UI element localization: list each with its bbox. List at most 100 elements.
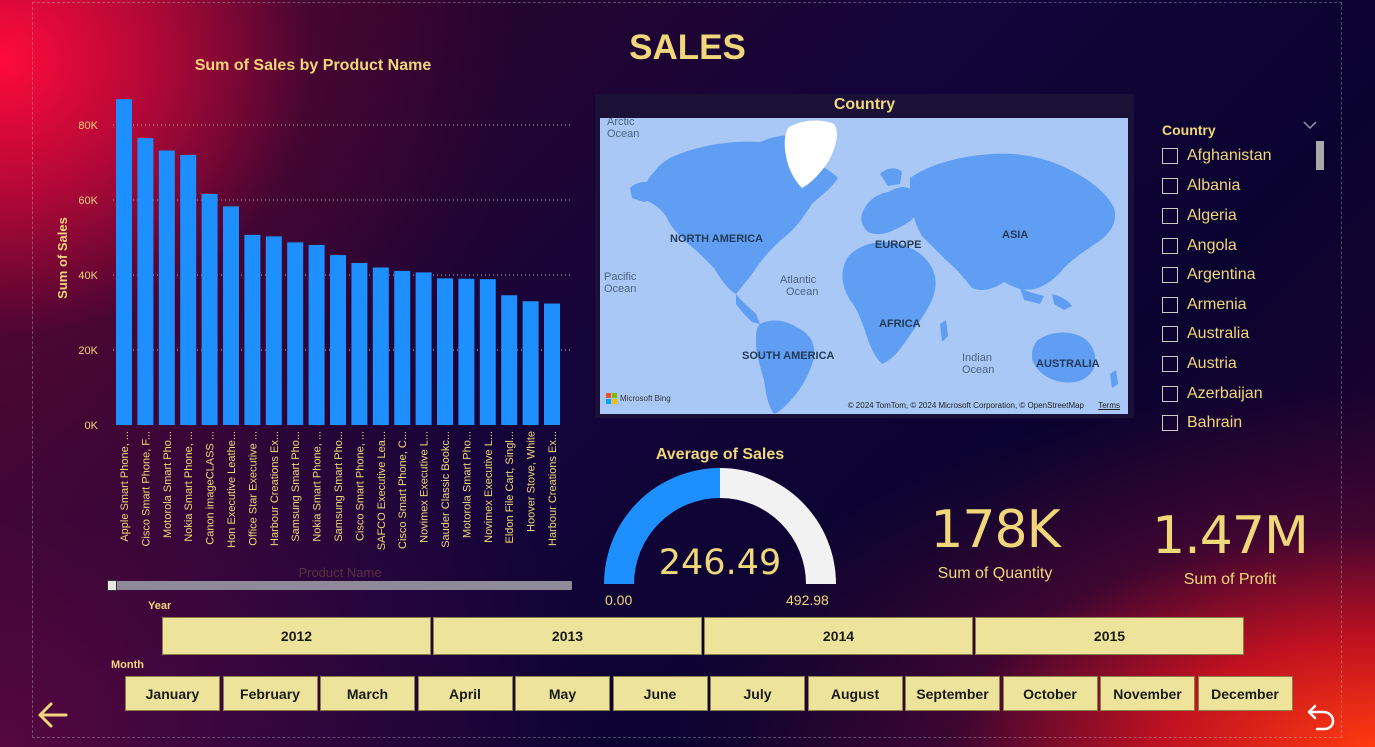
- average-sales-gauge[interactable]: [600, 466, 840, 588]
- bar[interactable]: [522, 301, 539, 425]
- bar[interactable]: [201, 194, 218, 425]
- country-slicer-item[interactable]: Albania: [1162, 176, 1240, 196]
- month-tile[interactable]: April: [417, 676, 513, 711]
- bar[interactable]: [287, 242, 304, 425]
- country-slicer-item[interactable]: Algeria: [1162, 206, 1237, 226]
- bar[interactable]: [458, 278, 475, 425]
- checkbox[interactable]: [1162, 356, 1178, 372]
- country-slicer-item[interactable]: Austria: [1162, 354, 1237, 374]
- bar[interactable]: [351, 263, 368, 425]
- bar[interactable]: [479, 279, 496, 425]
- x-tick-label: Motorola Smart Pho...: [162, 431, 174, 538]
- bar-chart-scrollbar[interactable]: [107, 581, 572, 590]
- checkbox[interactable]: [1162, 266, 1178, 283]
- map-label-pacific: Pacific: [604, 271, 637, 283]
- month-tile[interactable]: February: [222, 676, 318, 711]
- bar[interactable]: [330, 255, 346, 425]
- country-name: Albania: [1187, 176, 1241, 194]
- country-slicer-item[interactable]: Australia: [1162, 324, 1249, 344]
- bar[interactable]: [137, 138, 154, 425]
- country-slicer-scrollbar[interactable]: [1316, 141, 1324, 170]
- month-tile[interactable]: August: [807, 676, 903, 711]
- month-tile[interactable]: October: [1002, 676, 1098, 711]
- year-tile[interactable]: 2015: [975, 617, 1244, 655]
- bar[interactable]: [501, 295, 518, 425]
- map-label-arctic: Arctic: [607, 118, 635, 128]
- map-visual[interactable]: Country Arctic: [595, 94, 1134, 418]
- bar[interactable]: [158, 150, 175, 426]
- map-view[interactable]: Arctic Ocean NORTH AMERICA EUROPE ASIA P…: [600, 118, 1128, 414]
- country-slicer-item[interactable]: Azerbaijan: [1162, 384, 1263, 404]
- checkbox[interactable]: [1162, 237, 1178, 254]
- checkbox[interactable]: [1162, 296, 1178, 313]
- x-tick-label: Apple Smart Phone, ...: [119, 431, 131, 542]
- checkbox[interactable]: [1162, 385, 1178, 402]
- checkbox[interactable]: [1162, 207, 1178, 224]
- x-tick-label: Eldon File Cart, Singl...: [504, 431, 516, 544]
- x-tick-label: Nokia Smart Phone, ...: [312, 431, 324, 542]
- country-slicer-item[interactable]: Argentina: [1162, 265, 1256, 285]
- bar[interactable]: [437, 278, 453, 425]
- map-label-atlantic: Atlantic: [780, 274, 817, 286]
- bar-chart-title: Sum of Sales by Product Name: [194, 57, 432, 74]
- country-slicer-item[interactable]: Bahrain: [1162, 413, 1242, 433]
- bar-chart-scroll-handle[interactable]: [107, 580, 117, 591]
- map-attribution[interactable]: © 2024 TomTom, © 2024 Microsoft Corporat…: [847, 401, 1084, 410]
- undo-icon[interactable]: [1305, 700, 1337, 732]
- x-tick-label: Sauder Classic Bookc...: [440, 431, 452, 548]
- bar[interactable]: [372, 267, 389, 426]
- chevron-down-icon[interactable]: [1303, 120, 1317, 130]
- checkbox[interactable]: [1162, 148, 1178, 164]
- checkbox[interactable]: [1162, 325, 1178, 342]
- bar[interactable]: [116, 99, 132, 425]
- map-terms-link[interactable]: Terms: [1098, 401, 1120, 410]
- bar[interactable]: [308, 245, 325, 425]
- month-tile[interactable]: November: [1100, 676, 1195, 711]
- quantity-kpi-value: 178K: [930, 500, 1060, 560]
- month-tile[interactable]: March: [320, 676, 415, 711]
- x-tick-label: Nokia Smart Phone, ...: [183, 431, 195, 542]
- year-tile[interactable]: 2013: [433, 617, 702, 655]
- country-slicer-item[interactable]: Afghanistan: [1162, 146, 1272, 166]
- country-name: Bahrain: [1187, 413, 1243, 431]
- page-title: SALES: [629, 28, 746, 67]
- map-label-south-america: SOUTH AMERICA: [742, 350, 835, 362]
- bar[interactable]: [265, 236, 282, 425]
- bar[interactable]: [394, 270, 411, 425]
- year-tile[interactable]: 2012: [162, 617, 431, 655]
- month-tile[interactable]: January: [125, 676, 220, 711]
- bar[interactable]: [223, 206, 239, 425]
- x-tick-label: Motorola Smart Pho...: [461, 431, 473, 538]
- bar[interactable]: [244, 234, 261, 425]
- bar[interactable]: [415, 272, 432, 425]
- country-name: Australia: [1187, 324, 1250, 342]
- month-tile[interactable]: June: [612, 676, 708, 711]
- country-slicer-item[interactable]: Angola: [1162, 236, 1237, 256]
- x-tick-label: Samsung Smart Pho...: [290, 431, 302, 542]
- x-tick-label: Harbour Creations Ex...: [547, 431, 559, 546]
- map-label-atlantic-ocean: Ocean: [786, 286, 819, 298]
- month-tile[interactable]: May: [515, 676, 610, 711]
- microsoft-logo-icon: [606, 393, 617, 404]
- country-slicer-header: Country: [1162, 122, 1216, 138]
- checkbox[interactable]: [1162, 177, 1178, 194]
- x-tick-label: Samsung Smart Pho...: [333, 431, 345, 542]
- month-tile[interactable]: September: [905, 676, 1000, 711]
- bar-chart[interactable]: 0K 20K 40K 60K 80K Sum of Sales Apple Smart Ph…: [50, 80, 580, 580]
- map-label-indian-ocean: Ocean: [962, 364, 995, 376]
- arrow-left-icon[interactable]: [36, 698, 70, 732]
- country-slicer-item[interactable]: Armenia: [1162, 295, 1247, 315]
- y-tick-label: 0K: [85, 420, 99, 432]
- checkbox[interactable]: [1162, 414, 1178, 431]
- x-tick-label: Harbour Creations Ex...: [269, 431, 281, 546]
- month-tile[interactable]: July: [710, 676, 805, 711]
- x-axis-title: Product Name: [298, 565, 381, 580]
- country-name: Armenia: [1187, 295, 1247, 313]
- bar[interactable]: [180, 155, 197, 425]
- map-label-europe: EUROPE: [875, 239, 922, 251]
- month-tile[interactable]: December: [1197, 676, 1293, 711]
- bar[interactable]: [544, 303, 560, 426]
- x-tick-label: Office Star Executive ...: [247, 431, 259, 546]
- year-tile[interactable]: 2014: [704, 617, 973, 655]
- gauge-min: 0.00: [605, 592, 633, 608]
